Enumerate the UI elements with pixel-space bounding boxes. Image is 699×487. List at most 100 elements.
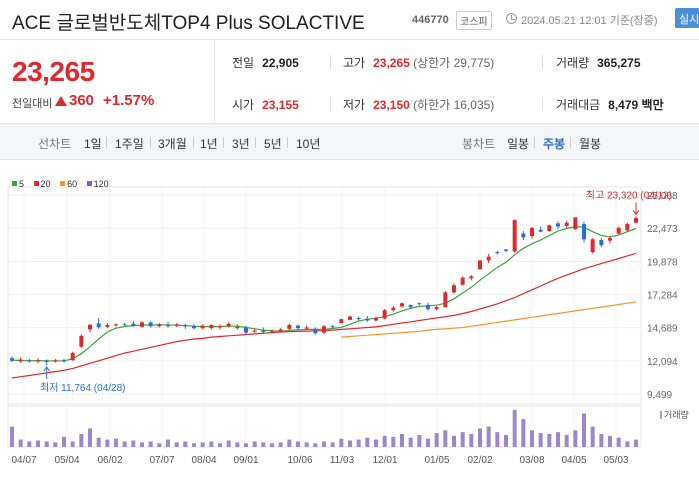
volume-bar — [512, 409, 517, 447]
current-price: 23,265 — [12, 56, 95, 87]
candle-body — [634, 218, 638, 223]
candle-daily[interactable]: 일봉 — [507, 137, 530, 151]
period-3y[interactable]: 3년 — [232, 137, 250, 151]
volume-bar — [616, 437, 621, 447]
period-1y[interactable]: 1년 — [200, 137, 218, 151]
candle-body — [192, 326, 196, 329]
stat-label: 시가 — [232, 98, 255, 112]
x-tick-label: 09/01 — [233, 455, 258, 466]
candle-body — [590, 239, 595, 253]
period-1w[interactable]: 1주일 — [115, 137, 144, 151]
x-tick-label: 01/05 — [424, 455, 449, 466]
change-value: 360 — [69, 92, 95, 109]
clock-icon — [506, 13, 517, 24]
stat-label: 저가 — [343, 98, 366, 112]
period-3m[interactable]: 3개월 — [158, 137, 187, 151]
volume-bar — [521, 419, 526, 447]
divider — [255, 137, 256, 148]
price-frame — [7, 186, 642, 407]
volume-bar — [582, 413, 586, 447]
period-5y[interactable]: 5년 — [264, 137, 282, 151]
volume-bar — [634, 439, 638, 447]
volume-bar — [443, 430, 448, 447]
candle-body — [252, 330, 257, 332]
candle-body — [44, 360, 49, 363]
volume-bar — [218, 443, 222, 447]
candle-body — [218, 326, 222, 328]
volume-bar — [157, 443, 162, 447]
change-percent: +1.57% — [103, 92, 155, 109]
candle-body — [200, 325, 205, 329]
candle-body — [564, 222, 569, 226]
volume-bar — [382, 435, 387, 447]
volume-bar — [530, 430, 534, 447]
stat-unit: 백만 — [641, 98, 664, 112]
x-tick-label: 04/07 — [11, 455, 36, 466]
candle-body — [287, 324, 292, 329]
x-tick-label: 02/02 — [467, 455, 492, 466]
stat-label: 거래량 — [556, 56, 590, 70]
candle-body — [235, 326, 240, 329]
up-arrow-icon — [55, 96, 67, 106]
y-tick-label: 25,068 — [647, 191, 678, 202]
volume-bar — [434, 433, 439, 447]
x-tick-label: 05/04 — [54, 455, 79, 466]
divider — [534, 137, 535, 148]
stat-high: 고가 23,265 (상한가 29,775) — [343, 54, 494, 71]
x-tick-label: 10/06 — [287, 455, 312, 466]
stat-prev-close: 전일 22,905 — [232, 54, 299, 71]
volume-bar — [88, 428, 92, 447]
candle-body — [278, 329, 283, 332]
volume-bar — [278, 442, 283, 447]
candle-body — [53, 360, 58, 362]
candle-body — [27, 360, 32, 362]
realtime-button[interactable]: 실시간 — [675, 8, 699, 28]
volume-bar — [79, 434, 84, 447]
candle-body — [608, 238, 612, 241]
stat-sub: (하한가 16,035) — [413, 98, 495, 112]
candle-body — [105, 324, 110, 327]
candle-body — [122, 324, 127, 326]
candle-body — [426, 305, 430, 309]
stock-header: ACE 글로벌반도체TOP4 Plus SOLACTIVE 446770 코스피… — [0, 0, 699, 40]
volume-bar — [200, 442, 205, 447]
candle-weekly[interactable]: 주봉 — [543, 137, 566, 151]
candle-body — [616, 227, 621, 234]
chart-toolbar: 선차트 1일 1주일 3개월 1년 3년 5년 10년 봉차트 일봉 주봉 월봉 — [0, 124, 699, 160]
candle-body — [417, 303, 422, 305]
candle-body — [148, 322, 153, 327]
candle-body — [10, 358, 14, 361]
volume-bar — [261, 442, 266, 447]
stock-chart[interactable]: 5 20 60 120 25,068 22,473 19,878 17,284 14,6… — [0, 160, 699, 482]
candle-body — [131, 323, 136, 326]
volume-bar — [105, 439, 110, 447]
volume-bar — [547, 434, 552, 447]
divider — [570, 137, 571, 148]
volume-bar — [296, 441, 300, 447]
volume-bar — [10, 426, 14, 447]
divider — [214, 40, 215, 124]
candle-body — [18, 359, 23, 362]
chart-canvas[interactable]: 25,068 22,473 19,878 17,284 14,689 12,094 9,49… — [0, 160, 699, 482]
candle-body — [434, 307, 439, 309]
volume-bar — [287, 439, 292, 447]
candle-body — [374, 317, 378, 321]
candle-body — [322, 326, 326, 333]
volume-bar — [53, 442, 58, 447]
volume-bar — [244, 443, 248, 447]
candle-body — [573, 217, 578, 230]
volume-bar — [391, 436, 396, 447]
x-tick-label: 03/08 — [519, 455, 544, 466]
period-1d[interactable]: 1일 — [84, 137, 102, 151]
stock-code: 446770 — [412, 14, 449, 26]
legend-ma5: 5 — [12, 179, 24, 189]
price-summary: 23,265 전일대비 360 +1.57% 전일 22,905 고가 23,265… — [0, 40, 699, 124]
candle-monthly[interactable]: 월봉 — [579, 137, 602, 151]
legend-label: 20 — [40, 179, 51, 189]
volume-bar — [460, 432, 465, 447]
candle-body — [538, 229, 543, 232]
market-badge: 코스피 — [456, 11, 492, 30]
period-10y[interactable]: 10년 — [296, 137, 321, 151]
y-tick-label: 14,689 — [647, 324, 678, 335]
candle-body — [114, 324, 118, 326]
